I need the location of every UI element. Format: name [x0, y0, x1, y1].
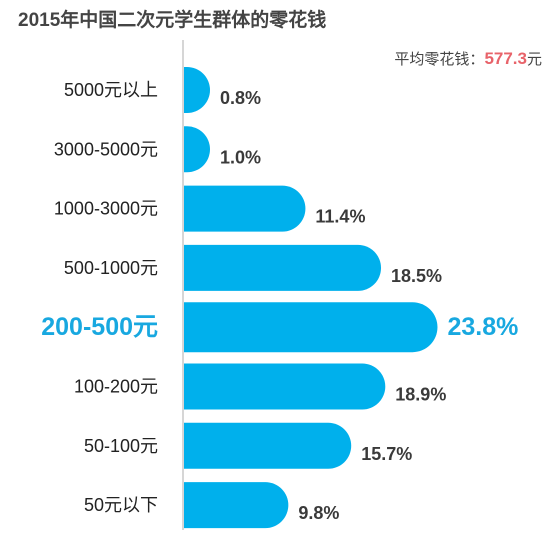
value-label-3: 18.5% [391, 266, 442, 286]
value-label-6: 15.7% [361, 444, 412, 464]
bar-4 [184, 302, 438, 353]
category-labels-group: 5000元以上 3000-5000元 1000-3000元 500-1000元 200-… [41, 80, 158, 515]
bars-group [184, 67, 438, 529]
value-label-7: 9.8% [298, 503, 339, 523]
category-label-7: 50元以下 [84, 495, 158, 515]
value-label-5: 18.9% [395, 385, 446, 405]
average-annotation: 平均零花钱：577.3元 [394, 49, 542, 68]
bar-0 [184, 67, 210, 113]
category-label-4: 200-500元 [41, 313, 158, 341]
category-label-3: 500-1000元 [64, 258, 158, 278]
bar-7 [184, 482, 289, 529]
value-labels-group: 0.8% 1.0% 11.4% 18.5% 23.8% 18.9% 15.7% 9.8% [220, 88, 518, 523]
category-label-0: 5000元以上 [64, 80, 158, 100]
category-label-6: 50-100元 [84, 436, 158, 456]
bar-3 [184, 244, 382, 291]
average-label: 平均零花钱： [394, 51, 484, 68]
value-label-4: 23.8% [447, 313, 518, 341]
bar-1 [184, 126, 210, 173]
average-unit: 元 [527, 51, 542, 68]
value-label-2: 11.4% [315, 207, 365, 227]
category-label-1: 3000-5000元 [54, 139, 158, 159]
bar-5 [184, 363, 386, 410]
category-label-2: 1000-3000元 [54, 199, 158, 219]
category-label-5: 100-200元 [74, 377, 158, 397]
bar-6 [184, 422, 352, 469]
bar-2 [184, 185, 306, 232]
value-label-0: 0.8% [220, 88, 261, 108]
chart-title: 2015年中国二次元学生群体的零花钱 [18, 8, 326, 31]
value-label-1: 1.0% [220, 147, 261, 167]
average-value: 577.3 [484, 49, 527, 68]
